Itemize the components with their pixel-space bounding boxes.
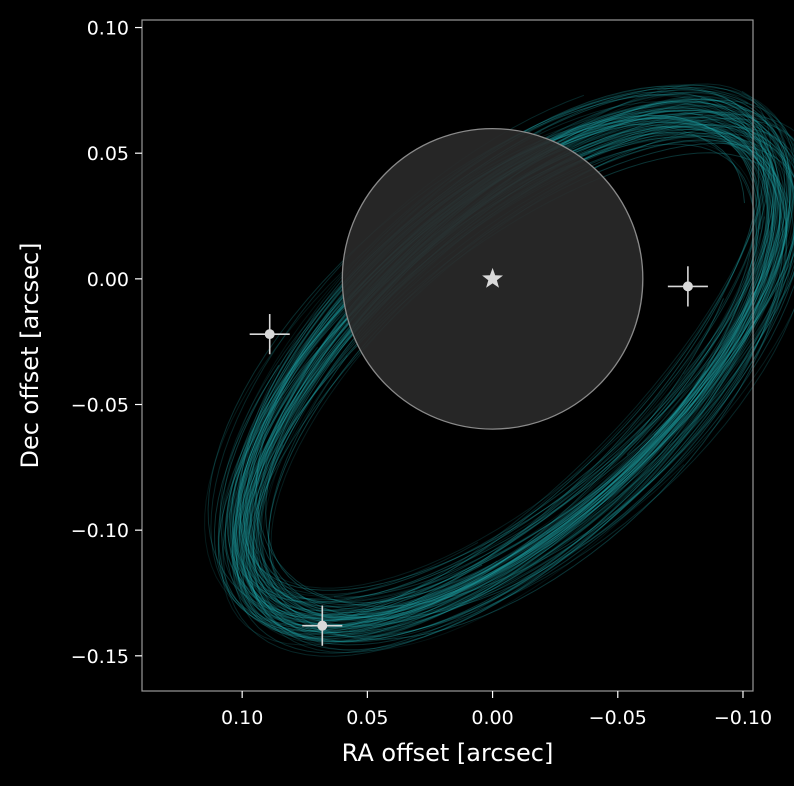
- orbit-track: [232, 115, 781, 602]
- orbit-track: [217, 103, 794, 631]
- x-axis-label: RA offset [arcsec]: [342, 739, 554, 767]
- orbit-track: [231, 110, 794, 616]
- orbit-track: [235, 100, 760, 632]
- orbit-track: [239, 114, 761, 606]
- orbit-track: [251, 127, 794, 638]
- orbit-track: [210, 90, 793, 637]
- orbit-track: [226, 113, 776, 603]
- data-point: [264, 329, 275, 340]
- y-tick-label: 0.05: [87, 143, 129, 165]
- orbit-track: [268, 139, 785, 613]
- orbit-track: [222, 98, 794, 657]
- orbit-track: [218, 87, 779, 640]
- orbit-track: [237, 95, 771, 636]
- data-point: [682, 281, 693, 292]
- orbit-track: [231, 109, 788, 654]
- orbit-track: [237, 91, 775, 623]
- astrometry-point: [667, 266, 708, 307]
- orbit-track: [207, 93, 790, 620]
- orbit-track: [244, 115, 758, 619]
- orbit-track: [249, 126, 787, 619]
- y-tick-label: −0.05: [71, 395, 129, 417]
- orbit-track: [249, 135, 794, 603]
- orbit-track: [233, 120, 773, 643]
- orbit-track: [244, 90, 794, 625]
- orbit-track: [237, 93, 774, 618]
- orbit-track: [235, 119, 794, 637]
- orbit-track: [247, 125, 760, 643]
- data-point: [317, 620, 328, 631]
- orbit-track: [242, 110, 768, 612]
- orbit-track: [245, 116, 794, 646]
- orbit-track: [253, 103, 782, 622]
- orbit-track: [242, 125, 777, 629]
- orbit-track: [240, 109, 766, 639]
- x-tick-label: −0.05: [589, 707, 647, 729]
- orbit-track: [252, 98, 765, 616]
- orbit-track: [224, 134, 781, 619]
- host-star: [482, 267, 503, 288]
- x-tick-label: −0.10: [714, 707, 772, 729]
- x-tick-label: 0.00: [471, 707, 513, 729]
- orbit-track: [245, 107, 781, 651]
- orbit-track: [256, 116, 775, 638]
- orbit-track: [268, 131, 774, 621]
- axes-frame: [141, 19, 754, 692]
- orbit-track: [242, 126, 794, 638]
- orbit-track: [242, 126, 794, 619]
- orbit-track: [252, 132, 745, 634]
- y-axis-ticks: 0.10 0.05 0.00 −0.05 −0.10 −0.15: [71, 18, 142, 668]
- orbit-track: [245, 101, 769, 616]
- orbit-track: [228, 117, 794, 603]
- orbit-track: [232, 102, 769, 645]
- orbit-track: [221, 105, 794, 622]
- orbit-track: [246, 121, 761, 598]
- orbit-track: [219, 110, 787, 618]
- orbit-track: [236, 136, 794, 628]
- orbit-track: [265, 109, 782, 604]
- orbit-track: [249, 111, 794, 654]
- orbit-track: [238, 105, 791, 626]
- x-tick-label: 0.05: [346, 707, 388, 729]
- astrometry-point: [302, 605, 343, 646]
- astrometry-points: [249, 266, 708, 646]
- x-tick-label: 0.10: [221, 707, 263, 729]
- y-tick-label: 0.10: [87, 18, 129, 40]
- orbit-track: [234, 113, 794, 627]
- y-tick-label: −0.15: [71, 646, 129, 668]
- orbit-track: [233, 111, 794, 642]
- astrometry-point: [249, 314, 290, 355]
- y-tick-label: 0.00: [87, 269, 129, 291]
- orbit-track: [204, 105, 794, 632]
- orbit-track: [262, 139, 759, 628]
- orbit-track: [230, 124, 769, 612]
- orbit-track: [244, 126, 759, 589]
- orbit-track: [232, 86, 788, 625]
- star-marker: [482, 267, 503, 288]
- orbit-track: [252, 116, 773, 643]
- orbit-track: [240, 115, 766, 626]
- y-axis-label: Dec offset [arcsec]: [16, 242, 44, 468]
- x-axis-ticks: 0.10 0.05 0.00 −0.05 −0.10: [221, 691, 772, 729]
- y-tick-label: −0.10: [71, 520, 129, 542]
- orbit-track: [239, 123, 758, 627]
